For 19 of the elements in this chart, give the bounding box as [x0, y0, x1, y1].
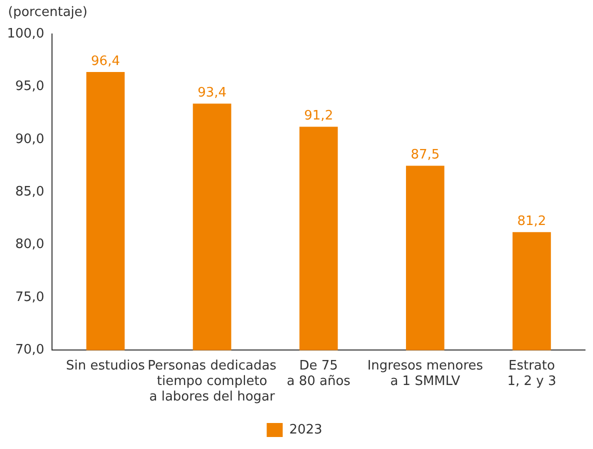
data-label: 87,5 [410, 148, 440, 163]
x-tick-label: Sin estudios [66, 358, 146, 374]
y-tick-label: 95,0 [15, 79, 44, 94]
y-tick-label: 100,0 [7, 26, 44, 42]
x-tick-label: De 75 a 80 años [286, 358, 351, 389]
data-label: 91,2 [304, 108, 334, 124]
y-tick-label: 90,0 [15, 132, 44, 147]
y-tick-label: 80,0 [15, 237, 44, 252]
x-tick-label: Personas dedicadas tiempo completo a labores del hogar [148, 358, 277, 405]
data-label: 93,4 [198, 85, 227, 100]
data-label: 96,4 [91, 54, 120, 69]
y-tick-label: 75,0 [15, 290, 44, 305]
y-tick-label: 85,0 [15, 184, 44, 200]
data-label: 81,2 [517, 214, 546, 230]
y-axis-title: (porcentaje) [8, 4, 88, 20]
y-tick-label: 70,0 [15, 342, 44, 358]
x-tick-label: Estrato 1, 2 y 3 [507, 358, 556, 389]
x-tick-label: Ingresos menores a 1 SMMLV [367, 358, 484, 389]
legend-label: 2023 [289, 422, 322, 438]
